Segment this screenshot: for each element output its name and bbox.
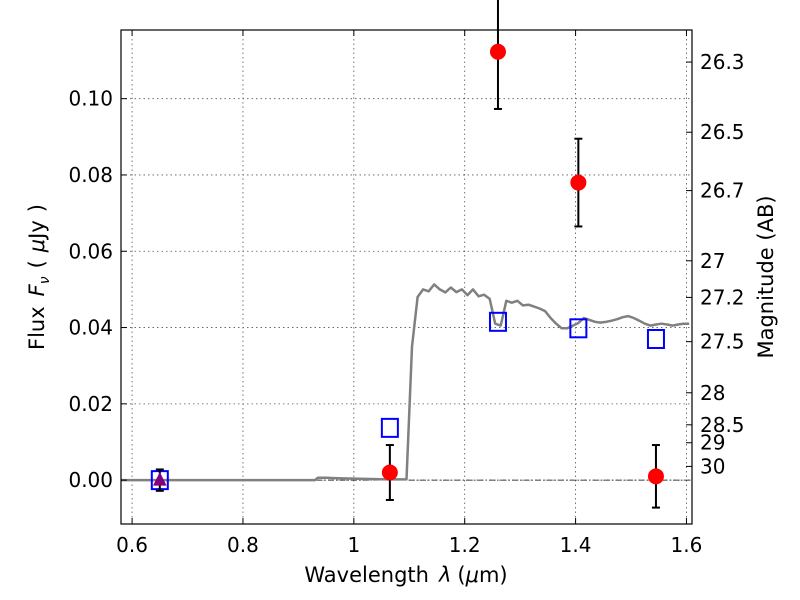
x-tick-label: 0.6 [116,533,148,557]
y2-tick-label: 30 [700,454,725,478]
plot-frame [120,29,693,525]
tick-layer: 0.6 0.8 1 1.2 1.4 1.6 0.00 0.02 0.04 0.06 0.08 0.10… [68,30,745,557]
y2-tick-label: 26.7 [700,179,745,203]
x-tick-label: 1.2 [449,533,481,557]
y-tick-label: 0.10 [68,87,113,111]
model-bandpass-square [646,328,665,349]
y-axis-label: FluxFν(μJy) [25,204,53,350]
x-tick-label: 1.4 [560,533,592,557]
y2-tick-label: 27.2 [700,285,745,309]
y-tick-label: 0.00 [68,468,113,492]
y2-tick-label: 26.3 [700,50,745,74]
x-tick-label: 1.6 [671,533,703,557]
y-tick-label: 0.06 [68,239,113,263]
y-tick-label: 0.04 [68,316,113,340]
marker-layer [150,0,665,509]
x-tick-label: 0.8 [227,533,259,557]
y2-axis-label: Magnitude (AB) [754,195,778,358]
y2-tick-label: 29 [700,431,725,455]
x-axis-label: Wavelength λ (μm) [304,563,507,587]
spectrum-layer [121,283,690,482]
y2-tick-label: 27.5 [700,330,745,354]
observed-point-circle [381,464,398,481]
observed-point-circle [647,468,664,485]
model-bandpass-square [569,318,588,339]
y-tick-label: 0.02 [68,392,113,416]
model-bandpass-square [380,417,399,438]
y2-tick-label: 28.5 [700,413,745,437]
y2-tick-label: 27 [700,249,725,273]
model-bandpass-square [488,311,507,332]
x-tick-label: 1 [347,533,360,557]
y2-tick-label: 26.5 [700,120,745,144]
y2-tick-label: 28 [700,381,725,405]
y-tick-label: 0.08 [68,163,113,187]
upper-limit-triangle [152,472,167,486]
observed-point-circle [570,174,587,191]
observed-point-circle [489,43,506,60]
model-spectrum-line [121,283,690,482]
